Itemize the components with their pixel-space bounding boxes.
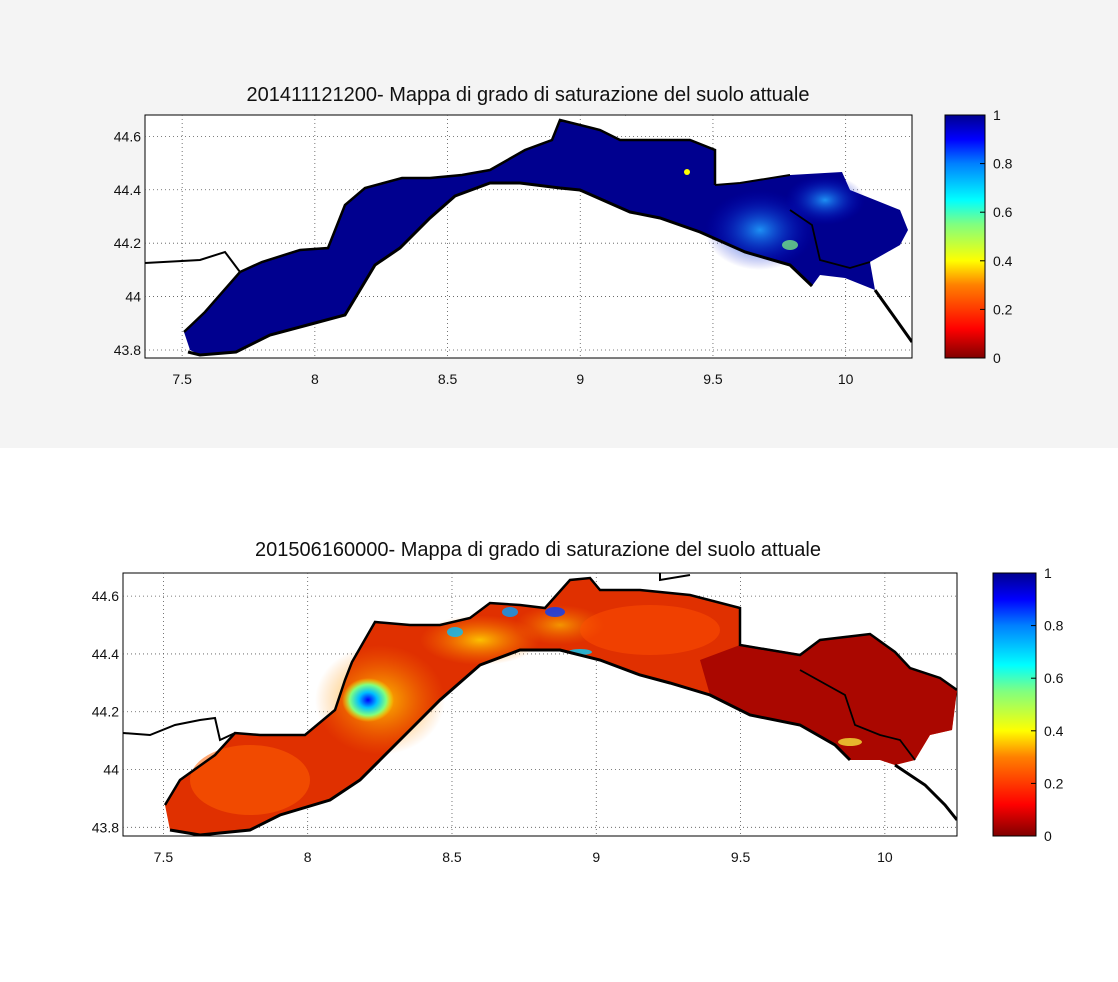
x-tick-label: 10: [877, 849, 893, 865]
top-map-outline-north: [183, 118, 717, 333]
top-map-border-north: [625, 115, 791, 186]
x-tick-label: 9.5: [703, 371, 723, 387]
bottom-map-border-west: [123, 716, 236, 742]
top-map-yellow-spot: [684, 169, 690, 175]
bottom-map-wet-spot-main: [342, 678, 394, 722]
colorbar-tick-label: 0: [1044, 828, 1052, 844]
y-tick-label: 44.4: [92, 646, 119, 662]
colorbar-tick-label: 0.4: [1044, 723, 1064, 739]
bottom-colorbar-ticks: 0 0.2 0.4 0.6 0.8 1: [1031, 565, 1064, 844]
top-map: 201411121200- Mappa di grado di saturazi…: [114, 84, 1013, 387]
bottom-map-orange-zone-genoa: [580, 605, 720, 655]
top-map-y-ticks: 43.8 44 44.2 44.4 44.6: [114, 128, 141, 358]
x-tick-label: 7.5: [172, 371, 192, 387]
bottom-map-region: [123, 573, 957, 836]
y-tick-label: 44.6: [92, 588, 119, 604]
colorbar-tick-label: 1: [1044, 565, 1052, 581]
top-map-x-ticks: 7.5 8 8.5 9 9.5 10: [172, 371, 853, 387]
bottom-map-yellow-spot: [838, 738, 862, 746]
bottom-map-coastline: [169, 648, 957, 836]
x-tick-label: 8.5: [438, 371, 458, 387]
bottom-map-land: [165, 578, 957, 835]
y-tick-label: 44: [125, 289, 141, 305]
x-tick-label: 8: [311, 371, 319, 387]
top-map-title: 201411121200- Mappa di grado di saturazi…: [246, 84, 809, 106]
y-tick-label: 44.4: [114, 182, 141, 198]
top-map-northeast-patch: [785, 175, 865, 225]
bottom-map-outline-north: [163, 576, 957, 806]
x-tick-label: 7.5: [154, 849, 174, 865]
colorbar-tick-label: 0.2: [1044, 775, 1064, 791]
bottom-map-title: 201506160000- Mappa di grado di saturazi…: [255, 539, 821, 561]
top-map-border-west: [145, 250, 241, 273]
top-map-green-spot: [782, 240, 798, 250]
bottom-map-wet-spot-2: [447, 627, 463, 637]
top-map-border-internal: [789, 209, 871, 269]
top-colorbar-ramp: [944, 114, 986, 359]
y-tick-label: 43.8: [92, 819, 119, 835]
bottom-map-border-internal: [799, 669, 916, 761]
x-tick-label: 8: [304, 849, 312, 865]
bottom-map-colorbar: 0 0.2 0.4 0.6 0.8 1: [992, 565, 1064, 844]
colorbar-tick-label: 0.6: [993, 204, 1013, 220]
bottom-map: 201506160000- Mappa di grado di saturazi…: [92, 539, 1064, 865]
colorbar-tick-label: 0.8: [993, 156, 1013, 172]
top-colorbar-ticks: 0 0.2 0.4 0.6 0.8 1: [980, 107, 1013, 366]
bottom-map-wet-spot-4: [545, 607, 565, 617]
colorbar-tick-label: 1: [993, 107, 1001, 123]
x-tick-label: 9: [592, 849, 600, 865]
bottom-map-orange-zone-southwest: [190, 745, 310, 815]
colorbar-tick-label: 0.2: [993, 301, 1013, 317]
colorbar-tick-label: 0.8: [1044, 618, 1064, 634]
y-tick-label: 43.8: [114, 342, 141, 358]
top-map-east-patch: [705, 190, 815, 270]
colorbar-tick-label: 0.4: [993, 253, 1013, 269]
top-map-region: [145, 115, 912, 357]
top-map-coastline: [187, 181, 912, 357]
bottom-map-wet-spot-3: [502, 607, 518, 617]
bottom-map-east-dry: [700, 634, 957, 765]
x-tick-label: 8.5: [442, 849, 462, 865]
y-tick-label: 44: [103, 762, 119, 778]
bottom-map-x-ticks: 7.5 8 8.5 9 9.5 10: [154, 849, 893, 865]
y-tick-label: 44.6: [114, 128, 141, 144]
y-tick-label: 44.2: [92, 704, 119, 720]
x-tick-label: 10: [838, 371, 854, 387]
colorbar-tick-label: 0: [993, 350, 1001, 366]
bottom-map-y-ticks: 43.8 44 44.2 44.4 44.6: [92, 588, 119, 835]
bottom-map-grid: [123, 573, 957, 836]
bottom-colorbar-ramp: [992, 572, 1037, 837]
x-tick-label: 9.5: [731, 849, 751, 865]
y-tick-label: 44.2: [114, 235, 141, 251]
x-tick-label: 9: [576, 371, 584, 387]
top-map-colorbar: 0 0.2 0.4 0.6 0.8 1: [944, 107, 1013, 366]
colorbar-tick-label: 0.6: [1044, 670, 1064, 686]
